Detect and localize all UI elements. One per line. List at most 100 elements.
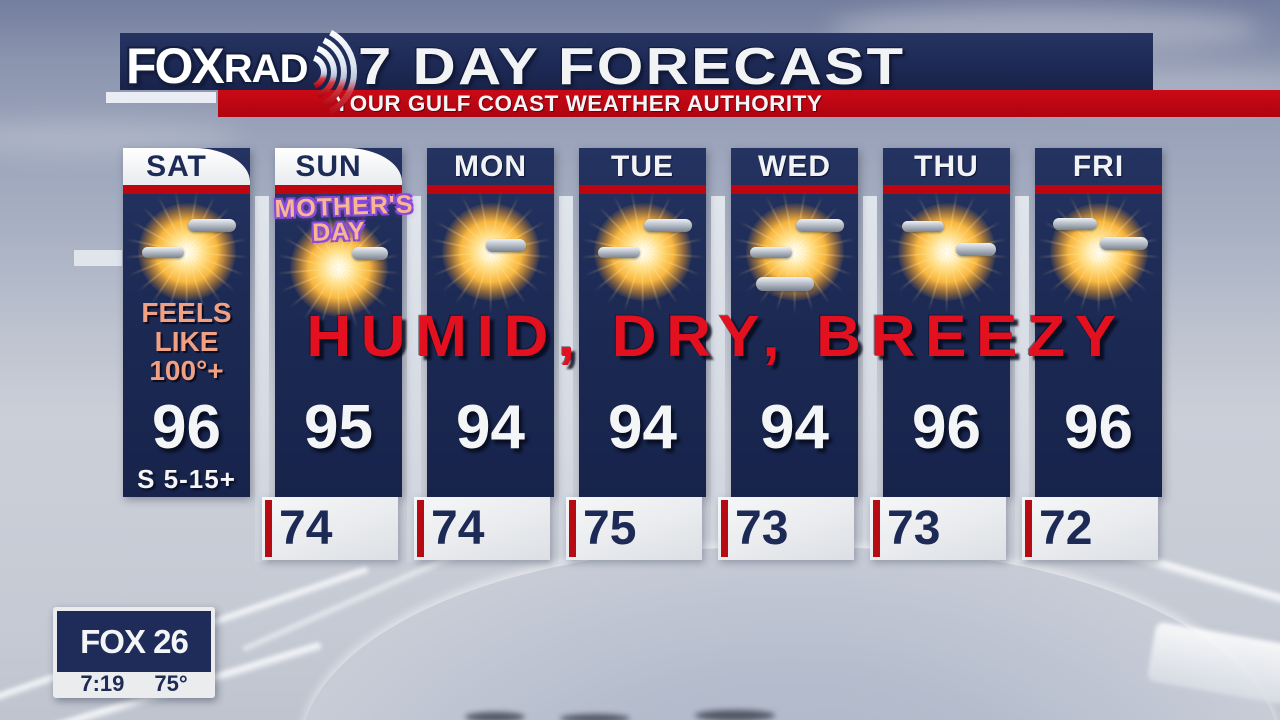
- bottom-crop-artifact: [560, 714, 630, 720]
- time-temp-strip: 7:19 75°: [57, 671, 211, 696]
- foxrad-logo-rad-text: RAD: [223, 47, 309, 91]
- tagline-banner: YOUR GULF COAST WEATHER AUTHORITY: [218, 90, 1280, 117]
- cloud-icon: [485, 239, 526, 252]
- day-label: FRI: [1072, 149, 1125, 183]
- day-header: FRI: [1035, 148, 1162, 185]
- high-temperature: 96: [1064, 393, 1133, 462]
- forecast-title-banner: [120, 33, 1153, 90]
- low-box-accent-bar: [265, 500, 272, 557]
- low-temperature: 75: [583, 502, 637, 555]
- fox26-logo: FOX 26: [57, 611, 211, 672]
- low-box-accent-bar: [721, 500, 728, 557]
- day-label: MON: [454, 149, 527, 183]
- cloud-icon: [795, 219, 844, 232]
- low-temp-box-wed: 73: [718, 497, 854, 560]
- high-temperature: 95: [304, 393, 373, 462]
- high-temperature: 94: [456, 393, 525, 462]
- day-label: WED: [758, 149, 831, 183]
- cloud-icon: [955, 243, 996, 256]
- feels-like-note: FEELS LIKE 100°+: [123, 298, 250, 385]
- sun-icon: [593, 203, 692, 301]
- sun-icon: [441, 203, 540, 301]
- low-temp-box-fri: 72: [1022, 497, 1158, 560]
- day-header: SUN: [275, 148, 402, 185]
- current-temperature: 75°: [154, 671, 188, 696]
- day-label: SAT: [146, 149, 207, 183]
- high-temperature: 96: [912, 393, 981, 462]
- forecast-column-sun: SUN MOTHER'S DAY 95: [274, 148, 414, 497]
- low-box-accent-bar: [417, 500, 424, 557]
- high-temperature: 94: [760, 393, 829, 462]
- forecast-column-fri: FRI 96: [1035, 148, 1162, 497]
- bottom-crop-artifact: [695, 710, 775, 720]
- low-temperature: 74: [431, 502, 485, 555]
- day-header: SAT: [123, 148, 250, 185]
- sun-icon: [137, 203, 236, 301]
- studio-horizon-strip: [106, 92, 216, 103]
- studio-pillar: [863, 196, 877, 562]
- day-label: THU: [914, 149, 979, 183]
- page-title: 7 DAY FORECAST: [358, 38, 906, 96]
- cloud-icon: [755, 277, 814, 291]
- high-temperature: 96: [152, 393, 221, 462]
- feels-like-line: 100°+: [149, 355, 224, 386]
- sun-with-clouds-icon: [123, 202, 250, 302]
- cloud-icon: [643, 219, 692, 232]
- day-header: MON: [427, 148, 554, 185]
- high-temperature: 94: [608, 393, 677, 462]
- cloud-icon: [901, 221, 944, 232]
- cloud-icon: [1099, 237, 1148, 250]
- forecast-column-sat: SAT FEELS LIKE 100°+ 96 S 5-15+: [123, 148, 250, 497]
- studio-pillar: [407, 196, 421, 562]
- sun-with-clouds-icon: [1035, 202, 1162, 302]
- studio-floor-bowl: [300, 548, 1280, 720]
- forecast-column-tue: TUE 94: [579, 148, 706, 497]
- sun-with-cloud-icon: [427, 202, 554, 302]
- cloud-icon: [351, 247, 388, 260]
- forecast-column-mon: MON 94: [427, 148, 554, 497]
- low-temp-box-thu: 73: [870, 497, 1006, 560]
- low-temp-box-mon: 74: [414, 497, 550, 560]
- day-label: TUE: [611, 149, 674, 183]
- foxrad-logo: FOX RAD: [126, 30, 389, 120]
- studio-horizon-strip: [74, 250, 122, 266]
- low-temperature: 72: [1039, 502, 1093, 555]
- low-box-accent-bar: [1025, 500, 1032, 557]
- cloud-icon: [141, 247, 184, 258]
- day-label: SUN: [295, 149, 362, 183]
- studio-pillar: [255, 196, 269, 562]
- headline-text: HUMID, DRY, BREEZY: [306, 304, 1126, 369]
- wind-forecast: S 5-15+: [137, 464, 236, 494]
- cloud-icon: [597, 247, 640, 258]
- feels-like-line: FEELS: [141, 297, 232, 328]
- day-header: TUE: [579, 148, 706, 185]
- low-temperature: 73: [735, 502, 789, 555]
- low-temp-box-sun: 74: [262, 497, 398, 560]
- cloud-icon: [187, 219, 236, 232]
- current-time: 7:19: [80, 671, 125, 696]
- cloud-icon: [1053, 218, 1097, 230]
- radar-arcs-icon: [303, 30, 358, 120]
- bottom-crop-artifact: [465, 712, 525, 720]
- low-temp-box-tue: 75: [566, 497, 702, 560]
- sun-icon: [745, 203, 844, 301]
- forecast-column-thu: THU 96: [883, 148, 1010, 497]
- low-box-accent-bar: [873, 500, 880, 557]
- studio-pillar: [559, 196, 573, 562]
- partly-cloudy-sun-icon: [731, 202, 858, 302]
- studio-pillar: [711, 196, 725, 562]
- header-accent-bar: [275, 185, 402, 194]
- sun-with-clouds-icon: [579, 202, 706, 302]
- station-bug: FOX 26 7:19 75°: [53, 607, 215, 698]
- feels-like-line: LIKE: [154, 326, 219, 357]
- day-header: WED: [731, 148, 858, 185]
- low-box-accent-bar: [569, 500, 576, 557]
- sun-icon: [897, 203, 996, 301]
- low-temperature: 73: [887, 502, 941, 555]
- low-temperature: 74: [279, 502, 333, 555]
- station-name: FOX 26: [80, 622, 189, 660]
- forecast-column-wed: WED 94: [731, 148, 858, 497]
- cloud-icon: [749, 247, 792, 258]
- tagline-text: YOUR GULF COAST WEATHER AUTHORITY: [334, 90, 823, 116]
